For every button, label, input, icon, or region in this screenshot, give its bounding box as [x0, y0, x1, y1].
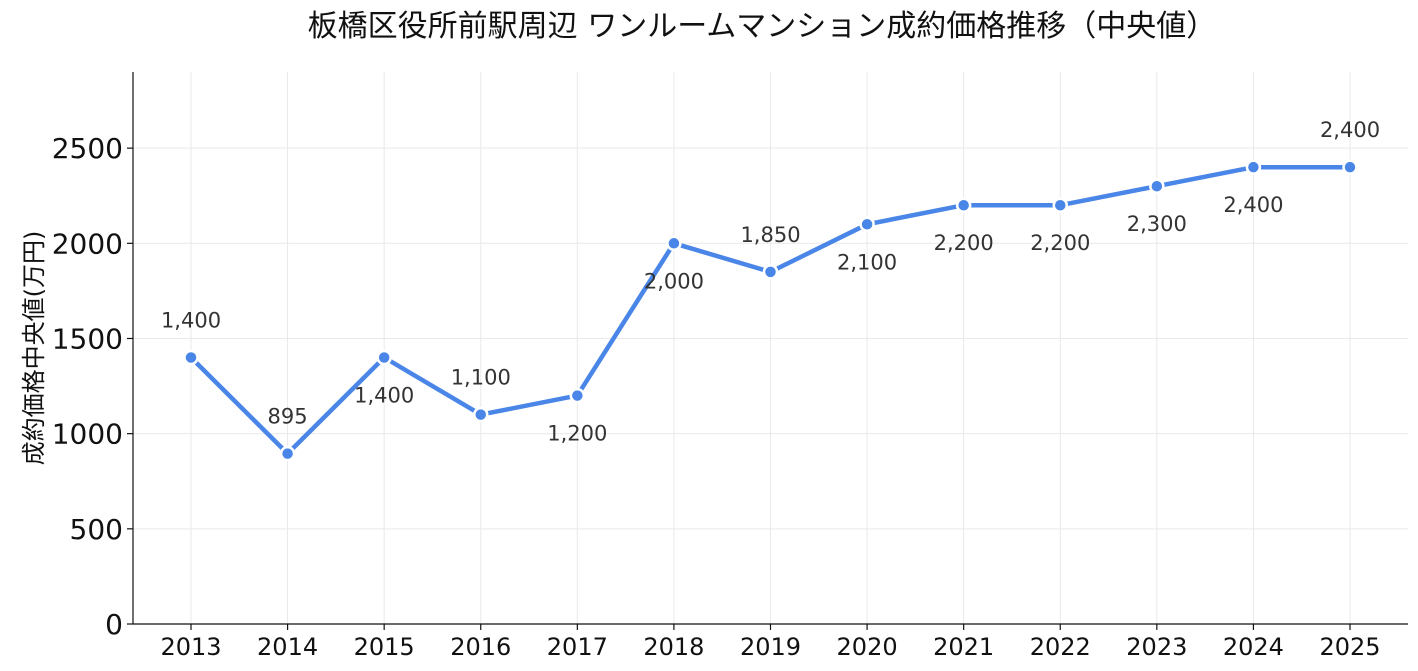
x-tick-label: 2013	[160, 633, 221, 661]
data-point	[1245, 159, 1262, 175]
data-point	[1149, 178, 1165, 194]
data-point	[279, 445, 296, 462]
data-point	[1342, 159, 1358, 175]
data-point	[762, 264, 779, 280]
y-tick-label: 1500	[52, 322, 123, 355]
data-point	[569, 387, 586, 404]
y-tick-label: 0	[105, 608, 123, 641]
y-tick-label: 2500	[52, 132, 123, 165]
data-point	[183, 349, 199, 366]
data-point	[859, 216, 875, 233]
data-label: 1,400	[354, 384, 414, 408]
data-label: 2,000	[644, 269, 704, 293]
data-label: 2,400	[1223, 193, 1283, 217]
data-label: 1,850	[740, 223, 800, 247]
x-tick-label: 2016	[450, 633, 511, 661]
chart-title: 板橋区役所前駅周辺 ワンルームマンション成約価格推移（中央値）	[308, 9, 1217, 44]
data-label: 2,100	[837, 250, 897, 274]
y-tick-label: 2000	[52, 227, 123, 260]
x-tick-label: 2015	[354, 633, 415, 661]
data-label: 1,400	[161, 309, 221, 333]
data-point	[955, 197, 972, 213]
x-tick-label: 2020	[837, 633, 898, 661]
x-tick-label: 2023	[1126, 633, 1187, 661]
y-tick-label: 500	[70, 513, 123, 546]
grid	[133, 72, 1408, 625]
data-label: 2,300	[1127, 212, 1187, 236]
x-tick-label: 2018	[643, 633, 704, 661]
data-point	[376, 349, 392, 366]
series	[183, 159, 1358, 462]
x-tick-label: 2025	[1319, 633, 1380, 661]
data-point	[666, 235, 682, 252]
data-label: 2,400	[1320, 118, 1380, 142]
x-tick-label: 2014	[257, 633, 318, 661]
x-tick-label: 2021	[933, 633, 994, 661]
data-label: 1,100	[451, 366, 511, 390]
data-label: 1,200	[547, 422, 607, 446]
data-labels: 1,400 895 1,400 1,100 1,200 2,000 1,850 2,100 2,…	[161, 118, 1380, 445]
data-point	[473, 406, 489, 423]
data-label: 895	[268, 405, 308, 429]
data-label: 2,200	[1030, 231, 1090, 255]
y-tick-label: 1000	[52, 418, 123, 451]
x-tick-label: 2017	[547, 633, 608, 661]
axes: 0 500 1000 1500 2000 2500 2013 2014 2015 2016 2017…	[52, 72, 1408, 661]
x-tick-label: 2024	[1223, 633, 1284, 661]
y-axis-label: 成約価格中央値(万円)	[20, 231, 48, 466]
x-tick-label: 2019	[740, 633, 801, 661]
data-label: 2,200	[934, 231, 994, 255]
x-tick-label: 2022	[1030, 633, 1091, 661]
data-point	[1052, 197, 1068, 213]
